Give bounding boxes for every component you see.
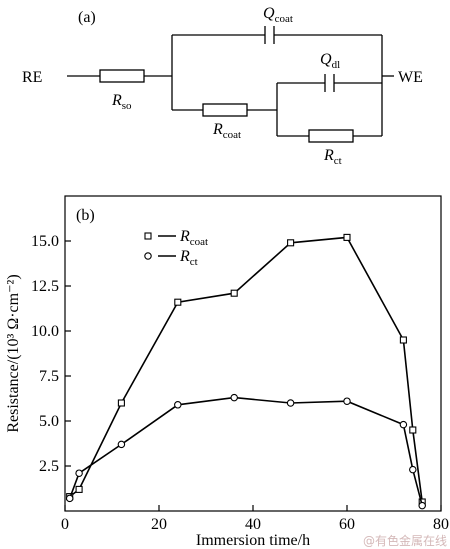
series-layer (65, 233, 426, 510)
data-point-r-ct (399, 420, 408, 429)
r-coat-label: Rcoat (212, 121, 241, 141)
legend-symbol: R (179, 228, 190, 245)
we-label: WE (398, 69, 423, 86)
data-point-r-ct (75, 469, 83, 477)
y-tick-label: 15.0 (31, 233, 59, 250)
r-so-subscript: so (122, 100, 132, 112)
q-dl-subscript: dl (332, 59, 341, 71)
x-tick-label: 40 (245, 516, 261, 533)
x-axis-label: Immersion time/h (196, 532, 310, 549)
re-label: RE (22, 69, 42, 86)
r-ct-label: Rct (323, 147, 342, 167)
q-dl-label: Qdl (320, 51, 340, 71)
data-point-r-ct (65, 494, 74, 503)
data-point-r-coat (174, 298, 182, 306)
legend-label-r-ct: Rct (179, 248, 198, 268)
r-ct-resistor (308, 129, 354, 143)
data-point-r-ct (418, 501, 426, 510)
legend-subscript: ct (190, 256, 198, 268)
x-axis-ticks: 0 20 40 60 80 (61, 505, 449, 533)
legend-label-r-coat: Rcoat (179, 228, 208, 248)
r-so-label: Rso (111, 92, 132, 112)
data-point-r-ct (409, 465, 417, 474)
r-so-symbol: R (111, 92, 122, 109)
r-ct-subscript: ct (334, 155, 342, 167)
r-coat-resistor (202, 103, 248, 117)
y-tick-label: 10.0 (31, 323, 59, 340)
q-coat-label: Qcoat (263, 5, 293, 25)
q-coat-symbol: Q (263, 5, 275, 22)
panel-b-label: (b) (76, 207, 95, 224)
resistance-chart: (b) 0 20 40 60 80 2.5 5.0 7.5 10.0 12.5 15.0 Imme… (5, 195, 449, 549)
y-axis-label: Resistance/(10³ Ω·cm⁻²) (5, 274, 22, 432)
plot-frame (64, 195, 442, 512)
legend-marker-r-ct (144, 252, 152, 260)
r-coat-symbol: R (212, 121, 223, 138)
watermark: @有色金属在线 (363, 533, 447, 548)
data-point-r-coat (230, 289, 238, 297)
legend-subscript: coat (190, 236, 208, 248)
r-coat-subscript: coat (223, 129, 241, 141)
panel-a-label: (a) (78, 9, 96, 26)
y-tick-label: 5.0 (39, 413, 59, 430)
q-coat-subscript: coat (275, 13, 293, 25)
data-point-r-coat (409, 426, 417, 434)
data-point-r-ct (174, 401, 182, 409)
data-point-r-ct (117, 440, 126, 449)
equivalent-circuit (67, 26, 394, 143)
x-tick-label: 20 (151, 516, 167, 533)
data-point-r-ct (230, 393, 238, 402)
y-axis-ticks: 2.5 5.0 7.5 10.0 12.5 15.0 (31, 233, 71, 475)
x-tick-label: 80 (433, 516, 449, 533)
r-ct-symbol: R (323, 147, 334, 164)
series-line-r-ct (68, 396, 423, 506)
x-tick-label: 60 (339, 516, 355, 533)
q-dl-symbol: Q (320, 51, 332, 68)
y-tick-label: 12.5 (31, 278, 59, 295)
series-r-coat (66, 233, 426, 506)
data-point-r-ct (286, 399, 295, 407)
data-point-r-coat (75, 485, 83, 493)
y-tick-label: 7.5 (39, 368, 59, 385)
data-point-r-coat (399, 336, 407, 344)
data-point-r-coat (343, 233, 351, 241)
r-so-resistor (99, 69, 145, 83)
series-line-r-coat (69, 236, 423, 503)
legend-marker-r-coat (144, 232, 152, 240)
x-tick-label: 0 (61, 516, 69, 533)
circuit-labels: (a) RE WE Rso Qcoat Qdl Rcoat Rct (22, 5, 423, 167)
legend-symbol: R (179, 248, 190, 265)
series-r-ct (65, 393, 426, 510)
data-point-r-coat (117, 399, 125, 407)
y-tick-label: 2.5 (39, 458, 59, 475)
data-point-r-ct (343, 397, 351, 405)
data-point-r-coat (287, 239, 295, 247)
